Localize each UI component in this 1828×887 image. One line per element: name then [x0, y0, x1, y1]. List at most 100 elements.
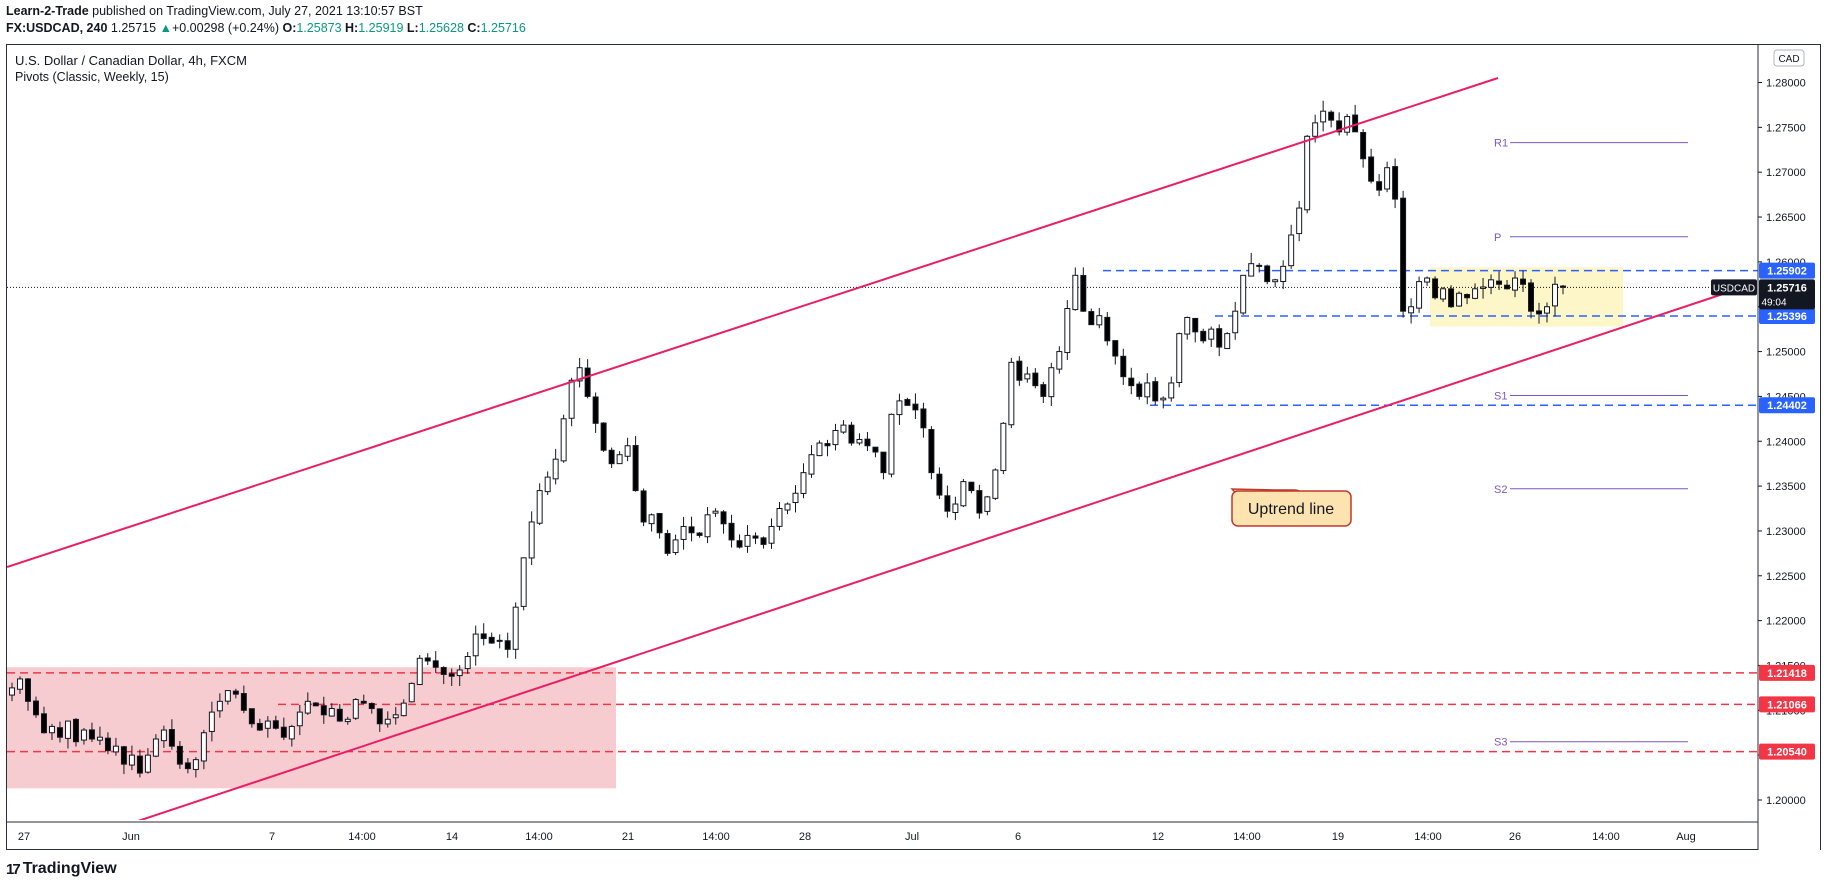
candle-down [1136, 383, 1143, 397]
candle-down [176, 745, 183, 765]
candle-down [360, 700, 367, 704]
symbol-label: FX:USDCAD, 240 [6, 21, 108, 35]
candle-up [1248, 263, 1255, 277]
candle-up [512, 606, 519, 650]
candle-down [25, 678, 31, 702]
upper-channel-line [7, 77, 1499, 568]
candle-down [608, 449, 615, 465]
candle-down [720, 511, 727, 525]
candle-up [1160, 397, 1167, 401]
candle-down [88, 729, 95, 740]
candle-up [1320, 110, 1327, 123]
candle-down [864, 438, 871, 447]
candle-up [1480, 286, 1487, 289]
candle-up [896, 400, 903, 416]
brand-name: TradingView [22, 860, 117, 877]
brand-footer[interactable]: 17 TradingView [6, 860, 117, 878]
candle-up [224, 690, 231, 702]
candle-down [1112, 340, 1119, 357]
y-tick-label: 1.24000 [1766, 436, 1806, 448]
candle-down [1360, 131, 1367, 160]
candle-up [616, 454, 623, 465]
candle-up [784, 503, 791, 511]
candle-up [648, 514, 655, 525]
uptrend-callout: Uptrend line [1230, 488, 1352, 527]
y-tick-label: 1.28000 [1766, 78, 1806, 90]
candle-up [768, 525, 775, 544]
level-price-label: 1.25396 [1767, 311, 1807, 323]
candle-down [1200, 330, 1207, 342]
candle-down [504, 640, 511, 650]
candle-down [33, 700, 39, 716]
change-value: +0.00298 (+0.24%) [171, 21, 279, 35]
candle-up [1168, 382, 1175, 399]
candle-up [832, 429, 839, 446]
candle-up [1048, 367, 1055, 398]
currency-box [1773, 49, 1805, 67]
candle-down [1104, 316, 1111, 342]
candle-up [576, 367, 583, 382]
candle-up [304, 700, 311, 714]
candle-down [1040, 384, 1047, 397]
candle-down [424, 657, 431, 662]
candle-up [472, 633, 479, 657]
uptrend-line [137, 289, 1736, 820]
x-tick-label: 6 [1015, 831, 1021, 843]
candle-up [536, 490, 543, 524]
candle-up [288, 725, 295, 740]
candle-down [736, 540, 743, 548]
candle-up [816, 442, 823, 457]
pivot-label: S2 [1494, 484, 1507, 496]
candle-down [41, 713, 47, 734]
candle-down [936, 473, 943, 496]
x-tick-label: 21 [622, 831, 634, 843]
x-tick-label: 7 [269, 831, 275, 843]
candle-down [1432, 278, 1439, 299]
last-price-tag [1759, 279, 1815, 310]
level-price-label: 1.21066 [1767, 699, 1807, 711]
level-price-label: 1.20540 [1767, 747, 1807, 759]
candle-down [368, 702, 375, 710]
candle-up [1144, 382, 1151, 398]
candle-up [1344, 116, 1351, 133]
level-price-label: 1.25902 [1767, 266, 1807, 278]
candle-up [808, 454, 815, 475]
candle-down [1504, 284, 1511, 290]
candle-down [56, 727, 63, 738]
last-value: 1.25715 [110, 21, 157, 35]
indicator-label[interactable]: Pivots (Classic, Weekly, 15) [15, 70, 169, 84]
x-tick-label: 14:00 [525, 831, 553, 843]
candle-down [696, 532, 703, 536]
candle-up [1296, 207, 1303, 235]
candle-up [1304, 135, 1311, 211]
y-tick-label: 1.26500 [1766, 212, 1806, 224]
candle-down [488, 636, 495, 644]
candle-down [1376, 181, 1383, 191]
candle-down [1560, 285, 1566, 288]
candle-down [256, 722, 263, 731]
candle-up [1384, 167, 1391, 190]
candle-down [656, 513, 663, 534]
candle-down [1328, 111, 1335, 121]
candle-down [1368, 156, 1375, 182]
candle-up [64, 720, 71, 739]
candle-down [848, 424, 855, 444]
candle-down [136, 755, 143, 774]
candle-up [992, 469, 999, 499]
candle-up [1056, 351, 1063, 370]
chart-frame[interactable] [6, 44, 1821, 850]
candle-up [1272, 279, 1279, 283]
candle-down [448, 673, 455, 677]
candle-up [1024, 373, 1031, 380]
candle-up [144, 754, 151, 773]
candle-up [792, 492, 799, 504]
candle-up [264, 720, 271, 729]
candle-up [712, 510, 719, 514]
candle-up [568, 379, 575, 419]
x-tick-label: Aug [1676, 831, 1696, 843]
candle-up [1008, 361, 1015, 426]
candle-down [584, 367, 591, 397]
candle-up [984, 496, 991, 512]
pivot-label: P [1494, 232, 1501, 244]
